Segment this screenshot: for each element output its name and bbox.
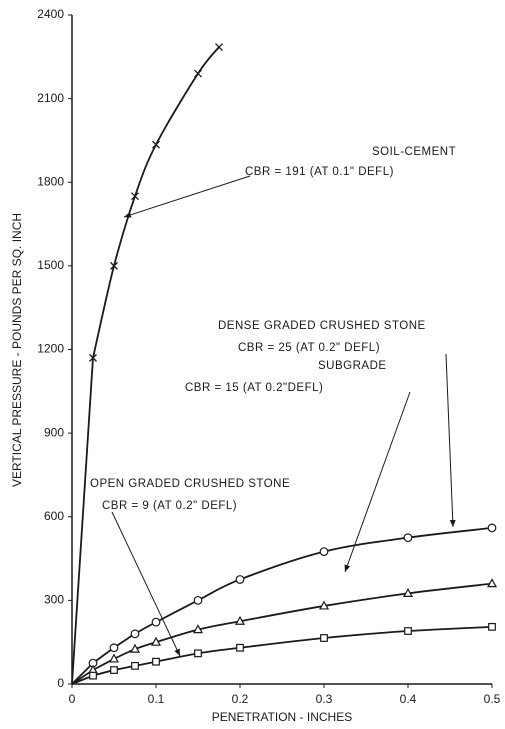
point [486, 578, 498, 588]
y-tick-label: 1200 [37, 342, 64, 356]
point [151, 617, 161, 627]
x-tick-label: 0.5 [484, 692, 501, 706]
x-tick-label: 0.4 [400, 692, 417, 706]
series-label: SUBGRADE [318, 360, 387, 372]
point [319, 547, 329, 556]
point [404, 627, 412, 635]
y-tick-label: 0 [57, 676, 64, 690]
point [152, 657, 160, 666]
point [109, 643, 119, 653]
x-tick-label: 0.3 [316, 692, 333, 706]
point [89, 671, 97, 680]
point [487, 523, 497, 533]
x-tick-label: 0 [69, 692, 76, 706]
point [152, 140, 160, 149]
curve [92, 46, 220, 359]
point [488, 622, 496, 631]
point [236, 643, 244, 652]
x-tick-label: 0.2 [232, 692, 249, 706]
point [403, 533, 413, 543]
y-tick-label: 2400 [37, 7, 64, 21]
y-tick-label: 2100 [37, 91, 64, 105]
annotation-arrow [123, 175, 251, 218]
point [131, 192, 139, 201]
curve [92, 625, 493, 677]
point [110, 261, 118, 270]
y-tick-label: 1500 [37, 258, 64, 272]
curve [92, 582, 493, 671]
point [192, 624, 204, 634]
y-tick-label: 600 [44, 509, 64, 523]
curve-origin [71, 662, 94, 685]
point [194, 69, 202, 78]
series-label: SOIL-CEMENT [372, 146, 456, 158]
point [402, 587, 414, 598]
point [234, 615, 246, 625]
point [89, 353, 97, 362]
annotation: CBR = 15 (AT 0.2"DEFL) [185, 382, 323, 394]
point [130, 629, 140, 639]
curve-origin [71, 357, 94, 685]
point [235, 575, 245, 584]
point [194, 649, 202, 658]
annotation: CBR = 191 (AT 0.1" DEFL) [245, 166, 394, 178]
y-tick-label: 300 [44, 593, 64, 607]
point [215, 43, 223, 52]
point [131, 661, 139, 670]
point [193, 595, 203, 605]
point [318, 600, 330, 610]
x-tick-label: 0.1 [148, 692, 165, 706]
point [129, 643, 141, 653]
annotation-arrow [111, 511, 181, 657]
point [108, 653, 120, 663]
y-tick-label: 900 [44, 425, 64, 439]
annotation: CBR = 25 (AT 0.2" DEFL) [238, 342, 380, 354]
y-tick-label: 1800 [37, 174, 64, 188]
annotation-arrow [344, 391, 411, 573]
point [150, 636, 162, 646]
point [320, 634, 328, 642]
point [110, 666, 118, 674]
annotation: CBR = 9 (AT 0.2" DEFL) [102, 500, 237, 512]
annotation-arrow [445, 353, 456, 528]
x-axis-label: PENETRATION - INCHES [212, 710, 352, 724]
curve [92, 527, 493, 664]
y-axis-label: VERTICAL PRESSURE - POUNDS PER SQ. INCH [10, 213, 24, 487]
series-label: DENSE GRADED CRUSHED STONE [218, 320, 426, 332]
series-label: OPEN GRADED CRUSHED STONE [90, 478, 290, 490]
